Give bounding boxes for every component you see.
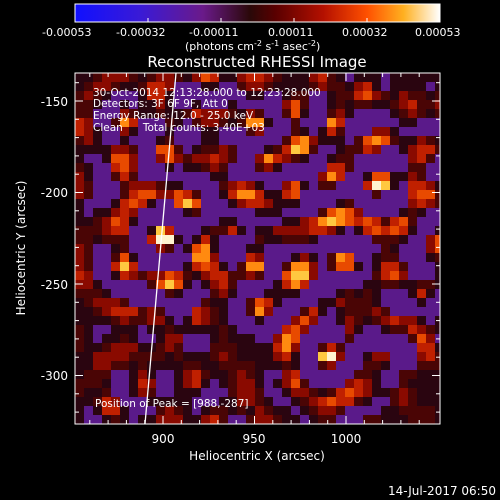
rhessi-image: [75, 73, 440, 424]
colorbar-tick-label-5: 0.00032: [342, 26, 388, 39]
y-tick-label-2: -200: [41, 186, 68, 200]
y-axis-label: Heliocentric Y (arcsec): [14, 181, 28, 316]
annotation-energy-range: Energy Range: 12.0 - 25.0 keV: [93, 110, 254, 122]
solar-limb-line: [144, 73, 177, 424]
colorbar-tick-label-1: -0.00053: [42, 26, 91, 39]
colorbar-unit-label: (photons cm-2 s-1 asec-2): [185, 39, 320, 53]
colorbar-tick-label-2: -0.00032: [116, 26, 165, 39]
colorbar: -0.00053 -0.00032 -0.00011 0.00011 0.000…: [42, 3, 461, 53]
image-title: Reconstructed RHESSI Image: [147, 53, 366, 71]
colorbar-gradient: [74, 3, 441, 23]
colorbar-tick-label-6: 0.00053: [415, 26, 461, 39]
axis-ticks: [75, 73, 440, 424]
x-tick-label-1: 900: [152, 432, 175, 446]
colorbar-tick-label-4: 0.00011: [268, 26, 314, 39]
y-tick-label-3: -250: [41, 278, 68, 292]
x-axis-label: Heliocentric X (arcsec): [189, 449, 325, 463]
colorbar-ticks: [74, 18, 441, 22]
plot-date-stamp: 14-Jul-2017 06:50: [388, 484, 496, 498]
image-pixel-grid: [75, 73, 440, 424]
y-tick-label-4: -300: [41, 369, 68, 383]
x-tick-label-2: 950: [243, 432, 266, 446]
annotation-detectors: Detectors: 3F 6F 9F, Att 0: [93, 98, 228, 110]
plot-frame: [74, 72, 441, 425]
peak-position-label: Position of Peak = [988,-287]: [95, 398, 249, 410]
annotation-clean-counts: Clean Total counts: 3.40E+03: [93, 122, 265, 134]
x-tick-label-3: 1000: [331, 432, 362, 446]
annotation-time-range: 30-Oct-2014 12:13:28.000 to 12:23:28.000: [93, 87, 321, 99]
y-tick-label-1: -150: [41, 95, 68, 109]
colorbar-tick-label-3: -0.00011: [189, 26, 238, 39]
